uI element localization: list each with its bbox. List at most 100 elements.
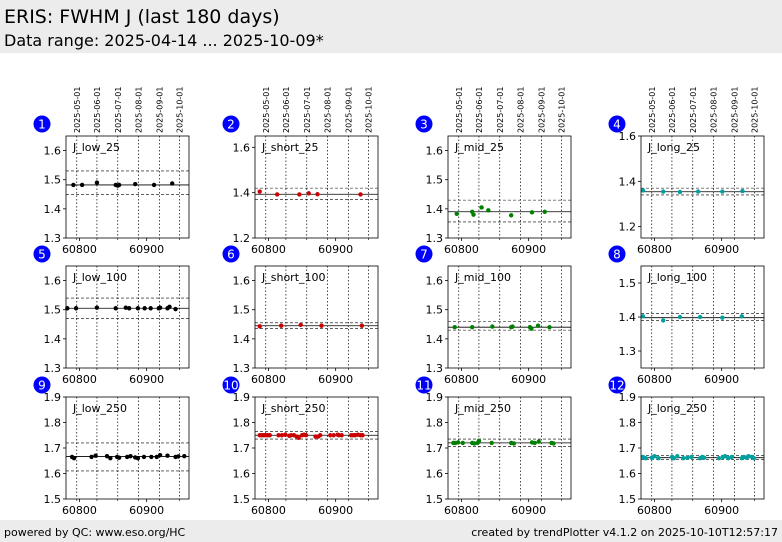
page-subtitle: Data range: 2025-04-14 ... 2025-10-09*	[4, 31, 324, 50]
panel-number-badge	[608, 115, 626, 133]
panel-number: 5	[38, 248, 46, 262]
date-tick-label: 2025-08-01	[324, 87, 333, 134]
data-point	[739, 314, 745, 319]
trend-panel-7: 1.3 1.4 1.5 1.6 60800 60900 J_mid_100 7	[415, 245, 572, 386]
panel-label: J_low_25	[72, 141, 120, 154]
y-tick-label: 1.2	[619, 221, 637, 234]
panel-label: J_long_250	[647, 402, 707, 415]
data-point	[276, 433, 281, 438]
panel-number-badge	[33, 115, 51, 133]
data-point	[319, 323, 324, 328]
data-point	[529, 210, 535, 215]
y-tick-label: 1.5	[426, 174, 444, 187]
data-point	[542, 209, 547, 214]
data-point	[677, 314, 683, 320]
data-point	[141, 454, 147, 460]
trend-panel-5: 1.3 1.4 1.5 1.6 60800 60900 J_low_100 5	[33, 245, 190, 386]
date-tick-label: 2025-10-01	[558, 87, 567, 134]
y-tick-label: 1.4	[44, 203, 62, 216]
trend-panel-3: 1.3 1.4 1.5 1.6 60800 60900 2025-05-01 2025-06-…	[415, 87, 572, 256]
panel-number-badge	[33, 245, 51, 263]
panel-number-badge	[33, 376, 51, 394]
plot-frame	[65, 265, 190, 369]
data-point	[73, 306, 79, 311]
data-point	[551, 441, 556, 446]
data-point	[283, 432, 288, 437]
data-point	[123, 305, 129, 310]
panel-number: 7	[420, 248, 428, 262]
panel-number-badge	[222, 115, 240, 133]
panel-number-badge	[415, 376, 433, 394]
data-point	[685, 455, 690, 460]
data-point	[303, 433, 309, 438]
y-tick-label: 1.5	[426, 304, 444, 317]
panel-number-badge	[415, 115, 433, 133]
panel-number: 10	[223, 379, 238, 393]
plot-frame	[254, 135, 379, 239]
data-point	[536, 439, 541, 444]
data-point	[135, 456, 141, 461]
y-tick-label: 1.6	[426, 468, 444, 481]
panel-label: J_mid_25	[454, 141, 504, 154]
data-point	[154, 454, 159, 460]
y-tick-label: 1.4	[44, 333, 62, 346]
x-tick-label: 60800	[637, 243, 672, 256]
data-point	[108, 456, 113, 461]
panel-number: 9	[38, 379, 46, 393]
date-tick-label: 2025-07-01	[114, 87, 123, 133]
data-point	[660, 189, 666, 194]
data-point	[722, 453, 728, 459]
x-tick-label: 60900	[511, 373, 546, 386]
y-tick-label: 1.9	[426, 391, 444, 404]
data-point	[716, 456, 722, 461]
data-point	[315, 192, 320, 197]
y-tick-label: 1.7	[44, 442, 62, 455]
x-tick-label: 60800	[637, 373, 672, 386]
y-tick-label: 1.5	[44, 304, 62, 317]
x-tick-label: 60900	[129, 373, 164, 386]
y-tick-label: 1.5	[426, 493, 444, 506]
x-tick-label: 60900	[318, 504, 353, 517]
panel-number: 8	[613, 248, 621, 262]
data-point	[729, 454, 734, 460]
data-point	[640, 314, 646, 319]
x-tick-label: 60800	[62, 373, 97, 386]
x-tick-label: 60800	[62, 243, 97, 256]
data-point	[116, 182, 122, 188]
data-point	[331, 433, 336, 438]
data-point	[124, 454, 130, 460]
plot-frame	[65, 135, 190, 239]
x-tick-label: 60800	[444, 243, 479, 256]
data-point	[360, 433, 365, 438]
panel-label: J_short_100	[261, 271, 326, 284]
panel-label: J_low_100	[72, 271, 127, 284]
y-tick-label: 1.5	[233, 304, 251, 317]
data-point	[173, 306, 178, 312]
x-tick-label: 60900	[704, 243, 739, 256]
panel-number-badge	[222, 245, 240, 263]
y-tick-label: 1.8	[619, 417, 637, 430]
data-point	[94, 180, 100, 185]
date-tick-label: 2025-10-01	[365, 87, 374, 134]
x-tick-label: 60900	[704, 504, 739, 517]
x-tick-label: 60800	[444, 504, 479, 517]
data-point	[486, 208, 491, 213]
data-point	[167, 304, 172, 309]
y-tick-label: 1.3	[233, 362, 251, 375]
data-point	[643, 456, 648, 461]
data-point	[93, 453, 98, 458]
date-tick-label: 2025-08-01	[710, 87, 719, 134]
x-tick-label: 60900	[318, 373, 353, 386]
y-tick-label: 1.9	[44, 391, 62, 404]
y-tick-label: 1.3	[44, 232, 62, 245]
panel-number: 12	[609, 379, 624, 393]
data-point	[306, 191, 311, 196]
header-band	[0, 0, 782, 53]
data-point	[489, 440, 494, 446]
data-point	[279, 433, 285, 438]
data-point	[142, 306, 147, 311]
y-tick-label: 1.4	[233, 333, 251, 346]
